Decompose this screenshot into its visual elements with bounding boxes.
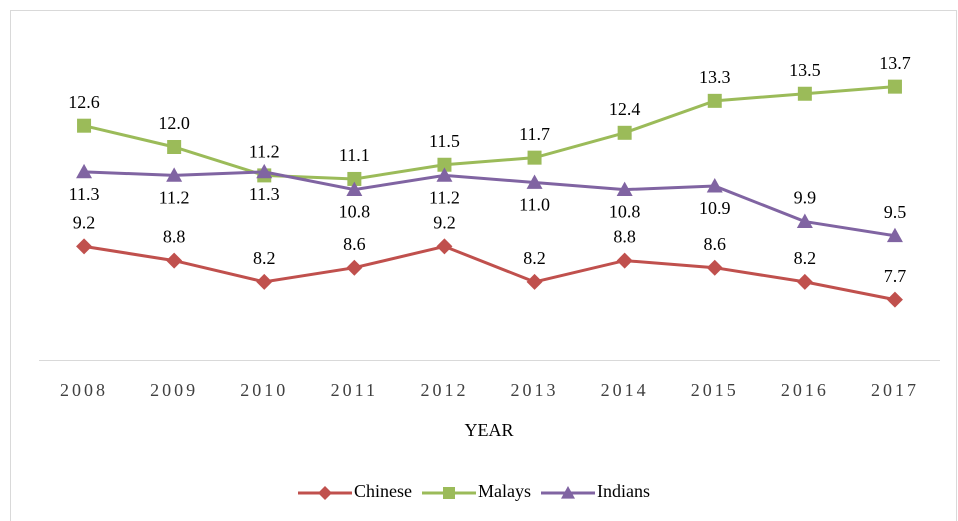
data-label: 10.9 <box>699 198 731 218</box>
marker <box>76 163 93 179</box>
data-label: 8.2 <box>523 248 546 268</box>
marker <box>706 178 723 193</box>
marker <box>796 213 813 228</box>
data-label: 11.1 <box>339 145 370 165</box>
legend-label: Indians <box>597 481 650 501</box>
data-label: 11.2 <box>159 188 190 208</box>
data-label: 12.6 <box>68 92 100 112</box>
marker <box>797 86 812 101</box>
data-label: 13.5 <box>789 60 821 80</box>
marker <box>527 150 542 165</box>
data-label: 9.5 <box>884 202 907 222</box>
marker <box>561 486 575 499</box>
marker <box>436 238 453 255</box>
marker <box>346 181 363 196</box>
data-label: 8.6 <box>704 234 727 254</box>
data-label: 11.3 <box>69 184 100 204</box>
marker <box>526 273 543 290</box>
marker <box>886 291 903 308</box>
data-label: 9.2 <box>433 213 456 233</box>
data-label: 11.7 <box>519 124 550 144</box>
data-label: 8.8 <box>163 227 186 247</box>
data-label: 11.0 <box>519 195 550 215</box>
marker <box>886 227 903 243</box>
x-tick-label: 2012 <box>420 380 468 400</box>
data-label: 9.2 <box>73 213 96 233</box>
marker <box>616 181 633 196</box>
marker <box>256 273 273 290</box>
series-line <box>83 85 896 181</box>
legend-label: Chinese <box>354 481 412 501</box>
marker <box>617 125 632 140</box>
x-tick-label: 2014 <box>601 380 649 400</box>
x-tick-label: 2015 <box>691 380 739 400</box>
data-label: 11.2 <box>249 142 280 162</box>
data-label: 8.2 <box>253 248 276 268</box>
data-label: 13.7 <box>879 53 911 73</box>
marker <box>436 167 453 182</box>
data-label: 13.3 <box>699 67 731 87</box>
marker <box>318 486 332 500</box>
marker <box>346 259 363 276</box>
marker <box>526 174 543 189</box>
marker <box>796 273 813 290</box>
data-label: 8.8 <box>613 227 636 247</box>
x-axis-title: YEAR <box>465 420 514 440</box>
marker <box>166 252 183 269</box>
legend-label: Malays <box>478 481 531 501</box>
x-tick-label: 2011 <box>331 380 378 400</box>
marker <box>437 157 452 172</box>
marker <box>443 487 455 499</box>
marker <box>347 171 362 186</box>
x-tick-label: 2013 <box>511 380 559 400</box>
x-tick-label: 2008 <box>60 380 108 400</box>
marker <box>616 252 633 269</box>
marker <box>887 79 902 94</box>
data-label: 10.8 <box>609 202 641 222</box>
marker <box>167 140 182 154</box>
data-label: 7.7 <box>884 266 907 286</box>
data-label: 8.6 <box>343 234 366 254</box>
data-label: 11.2 <box>429 188 460 208</box>
data-label: 10.8 <box>339 202 371 222</box>
marker <box>707 93 722 108</box>
marker <box>166 167 183 182</box>
marker <box>76 238 93 255</box>
marker <box>256 163 273 179</box>
chart-frame <box>10 10 957 521</box>
data-label: 9.9 <box>794 188 817 208</box>
data-label: 8.2 <box>794 248 817 268</box>
x-tick-label: 2017 <box>871 380 919 400</box>
marker <box>77 118 92 133</box>
x-tick-label: 2016 <box>781 380 829 400</box>
x-tick-label: 2010 <box>240 380 288 400</box>
marker <box>706 259 723 276</box>
x-tick-label: 2009 <box>150 380 198 400</box>
data-label: 12.4 <box>609 99 641 119</box>
data-label: 11.5 <box>429 131 460 151</box>
series-line <box>83 244 896 302</box>
series-line <box>83 170 896 238</box>
data-label: 12.0 <box>158 113 190 133</box>
data-label: 11.3 <box>249 184 280 204</box>
